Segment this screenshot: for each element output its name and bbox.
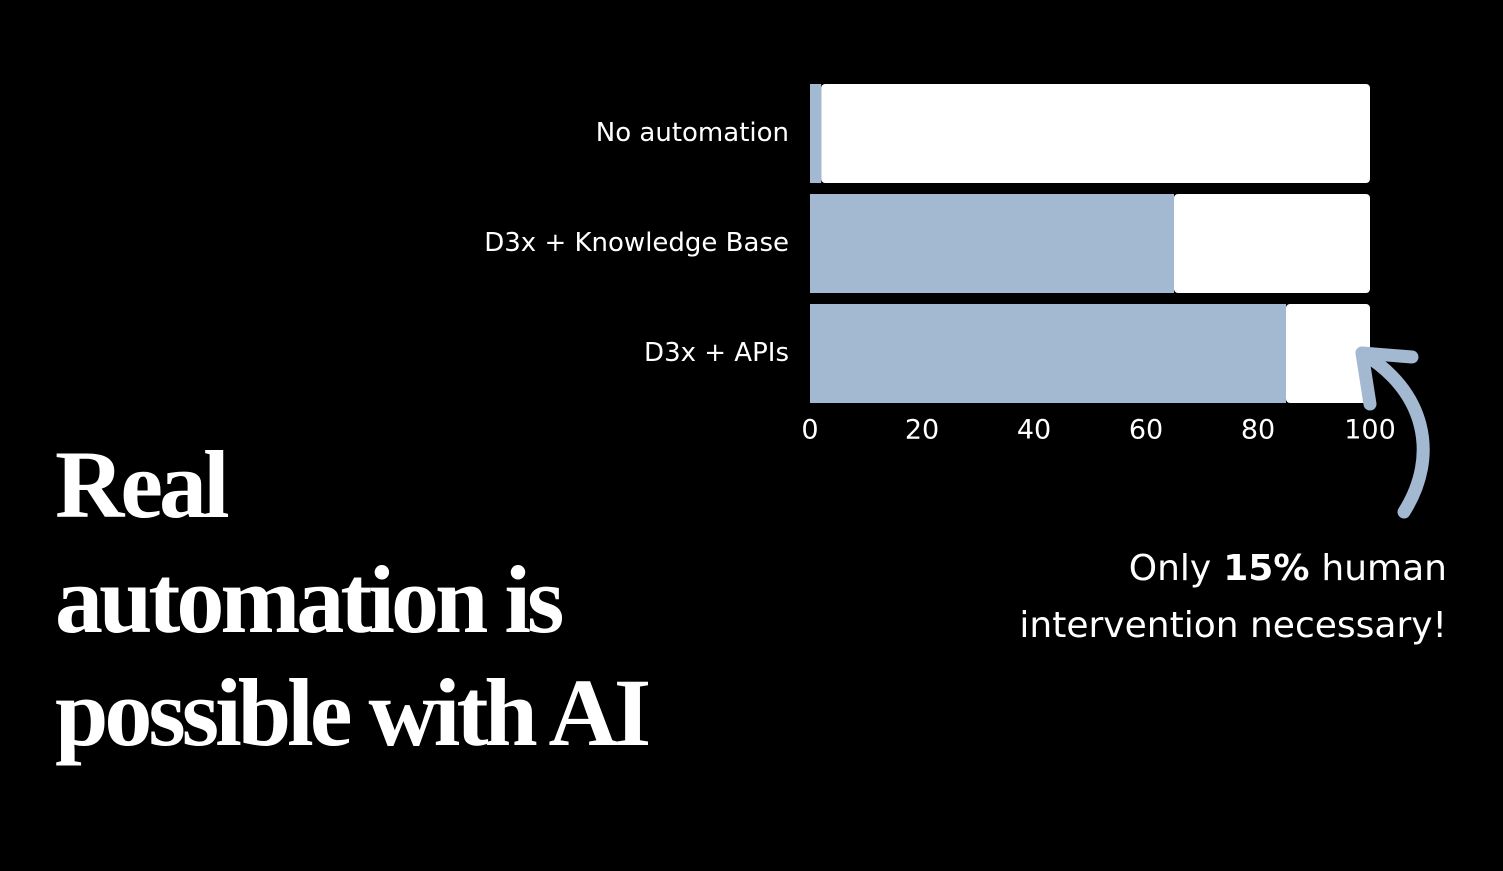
bar-segment: [1174, 194, 1370, 293]
x-tick-label: 60: [1129, 415, 1163, 446]
x-tick-label: 40: [1017, 415, 1051, 446]
bar-segment: [810, 304, 1286, 403]
x-tick-label: 80: [1241, 415, 1275, 446]
headline-line: possible with AI: [55, 659, 649, 766]
bar-segment: [821, 84, 1370, 183]
category-label: D3x + APIs: [644, 338, 789, 368]
bar-segment: [810, 84, 822, 183]
bar-segment: [1286, 304, 1370, 403]
annotation-emphasis: 15%: [1223, 548, 1309, 589]
arrow-shaft: [1355, 346, 1430, 519]
x-tick-label: 100: [1344, 415, 1396, 446]
category-label: No automation: [596, 118, 789, 148]
annotation-line: Only 15% human: [1129, 548, 1447, 589]
arrow-head: [1355, 346, 1419, 411]
headline-line: automation is: [55, 546, 563, 653]
bar-segment: [810, 194, 1174, 293]
category-label: D3x + Knowledge Base: [484, 228, 789, 258]
arrow: [1355, 346, 1430, 519]
annotation-line: intervention necessary!: [1019, 605, 1447, 646]
chart: No automation D3x + Knowledge Base D3x + A…: [484, 84, 1396, 446]
headline: Real automation is possible with AI: [55, 431, 649, 766]
headline-line: Real: [55, 431, 229, 538]
x-tick-label: 0: [801, 415, 818, 446]
annotation-text: Only: [1129, 548, 1211, 589]
annotation-text: human: [1321, 548, 1447, 589]
x-tick-label: 20: [905, 415, 939, 446]
